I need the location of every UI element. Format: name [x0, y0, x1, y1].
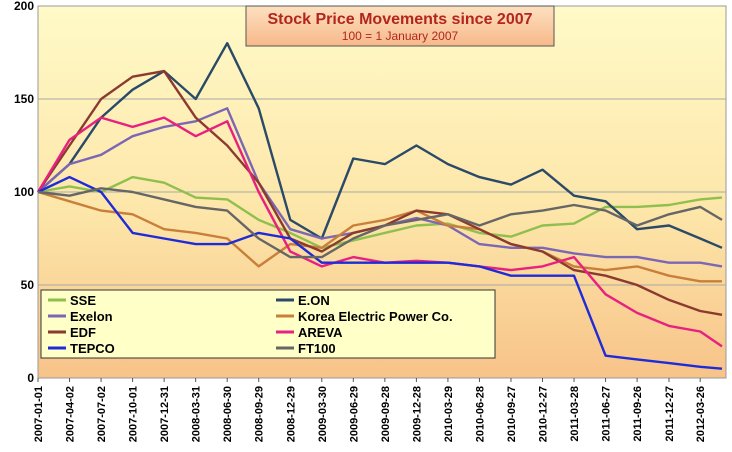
- x-tick-label: 2010-03-29: [443, 386, 455, 442]
- x-tick-label: 2010-12-27: [538, 386, 550, 442]
- y-tick-label: 100: [14, 185, 34, 199]
- x-tick-label: 2010-09-27: [506, 386, 518, 442]
- x-tick-label: 2008-03-31: [191, 386, 203, 442]
- x-tick-label: 2009-12-28: [411, 386, 423, 442]
- series-line-e-on: [37, 42, 723, 249]
- chart-subtitle: 100 = 1 January 2007: [342, 29, 459, 43]
- legend-label: E.ON: [298, 293, 330, 308]
- gridlines: [38, 98, 726, 286]
- legend-label: AREVA: [298, 325, 343, 340]
- legend-label: EDF: [70, 325, 96, 340]
- y-tick-label: 50: [21, 278, 35, 292]
- chart-title: Stock Price Movements since 2007: [267, 11, 532, 28]
- series-line-korea-electric-power-co-: [37, 190, 722, 283]
- legend-label: TEPCO: [70, 341, 115, 356]
- x-tick-label: 2009-09-28: [380, 386, 392, 442]
- series-lines: [36, 42, 723, 370]
- x-axis: 2007-01-01 2007-04-02 2007-07-02 2007-10-01…: [33, 378, 707, 442]
- x-tick-label: 2009-06-29: [348, 386, 360, 442]
- x-tick-label: 2008-06-30: [222, 386, 234, 442]
- y-axis: 0 50 100 150 200: [14, 0, 34, 385]
- y-tick-label: 200: [14, 0, 34, 13]
- x-tick-label: 2010-06-28: [474, 386, 486, 442]
- series-line-ft100: [37, 187, 723, 259]
- x-tick-label: 2011-06-27: [601, 386, 613, 442]
- legend-label: SSE: [70, 293, 96, 308]
- legend-label: Exelon: [70, 309, 113, 324]
- x-tick-label: 2007-10-01: [128, 386, 140, 442]
- x-tick-label: 2012-03-26: [695, 386, 707, 442]
- x-tick-label: 2011-09-26: [632, 386, 644, 442]
- x-tick-label: 2007-01-01: [33, 386, 45, 442]
- y-tick-label: 150: [14, 92, 34, 106]
- x-tick-label: 2011-12-27: [664, 386, 676, 442]
- x-tick-label: 2011-03-28: [569, 386, 581, 442]
- x-tick-label: 2008-12-29: [285, 386, 297, 442]
- legend-label: Korea Electric Power Co.: [298, 309, 453, 324]
- x-tick-label: 2009-03-30: [317, 386, 329, 442]
- legend-label: FT100: [298, 341, 336, 356]
- series-line-sse: [37, 175, 723, 250]
- series-line-tepco: [37, 175, 723, 370]
- x-tick-label: 2008-09-29: [254, 386, 266, 442]
- legend: SSE E.ON Exelon Korea Electric Power Co. EDF…: [40, 289, 496, 359]
- x-tick-label: 2007-07-02: [96, 386, 108, 442]
- chart-title-box: Stock Price Movements since 2007 100 = 1…: [245, 5, 555, 47]
- x-tick-label: 2007-04-02: [65, 386, 77, 442]
- x-tick-label: 2007-12-31: [159, 386, 171, 442]
- y-tick-label: 0: [27, 371, 34, 385]
